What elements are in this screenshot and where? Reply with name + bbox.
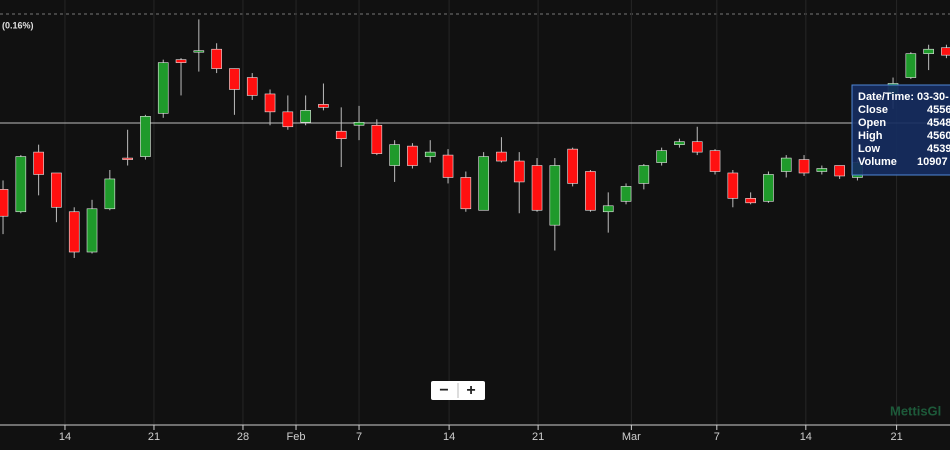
x-tick-label: 7: [714, 431, 720, 443]
candle-body: [229, 68, 240, 90]
candle-body: [175, 59, 187, 63]
candle-body: [941, 47, 950, 56]
x-axis: 14 21 28 Feb 7 14 21 Mar 7 14 21: [59, 425, 903, 443]
candle-body: [86, 208, 98, 253]
candle-body: [442, 154, 454, 178]
candle-body: [211, 48, 222, 69]
candle-body: [585, 171, 596, 211]
x-tick-label: 21: [890, 431, 902, 443]
candle-body: [923, 48, 934, 54]
candle-body: [763, 174, 774, 202]
x-tick-label: Feb: [287, 431, 306, 443]
tooltip: Date/Time: 03-30- Close 4556 Open 4548 High 456…: [851, 84, 950, 176]
x-tick-label: 21: [532, 431, 544, 443]
tooltip-label: Date/Time:: [858, 91, 914, 103]
candle-body: [335, 130, 347, 139]
candle-body: [567, 148, 578, 184]
candle-body: [905, 53, 917, 78]
candle-body: [709, 150, 721, 172]
x-tick-label: 14: [800, 431, 812, 443]
candle-body: [407, 145, 418, 166]
candle-body: [318, 104, 329, 108]
candle-body: [531, 165, 543, 211]
x-tick-label: 14: [59, 431, 71, 443]
candle-body: [638, 165, 650, 184]
tooltip-value: 4556: [927, 104, 950, 116]
candle-body: [0, 189, 9, 217]
tooltip-value: 4560: [927, 130, 950, 142]
candle-body: [353, 121, 365, 126]
candle-body: [33, 151, 44, 175]
candle-body: [424, 151, 436, 157]
watermark: MettisGl: [890, 403, 941, 418]
candle-body: [264, 93, 276, 113]
candle-body: [816, 168, 828, 172]
candle-body: [15, 156, 27, 213]
candle-body: [300, 110, 311, 123]
candle-body: [549, 165, 561, 226]
header-change: (0.16%): [2, 20, 34, 30]
candle-body: [513, 160, 525, 183]
tooltip-label: Close: [858, 104, 888, 116]
candle-body: [246, 77, 258, 96]
tooltip-label: Open: [858, 117, 886, 129]
zoom-in-button[interactable]: +: [466, 382, 475, 399]
tooltip-value: 4548: [927, 117, 950, 129]
candle-body: [193, 50, 205, 53]
candle-body: [745, 198, 756, 204]
grid: [64, 0, 898, 425]
candle-body: [727, 172, 739, 199]
candle-body: [620, 186, 632, 202]
tooltip-label: Volume: [858, 156, 897, 168]
candle-body: [389, 144, 400, 166]
tooltip-label: Low: [858, 143, 880, 155]
candle-body: [51, 172, 62, 208]
candle-body: [282, 111, 294, 128]
candle-body: [68, 211, 80, 253]
candle-body: [496, 151, 507, 162]
candle-body: [674, 141, 685, 145]
x-tick-label: Mar: [622, 431, 641, 443]
candle-body: [691, 141, 703, 153]
candle-body: [122, 157, 133, 160]
candle-body: [371, 124, 383, 154]
candle-body: [798, 159, 810, 174]
candle-body: [104, 178, 116, 210]
tooltip-value: 03-30-: [917, 91, 949, 103]
candle-body: [602, 205, 614, 213]
candle-body: [460, 177, 472, 210]
tooltip-value: 4539: [927, 143, 950, 155]
x-tick-label: 7: [356, 431, 362, 443]
zoom-out-button[interactable]: −: [439, 382, 448, 399]
tooltip-label: High: [858, 130, 883, 142]
candle-body: [478, 156, 489, 211]
candle-body: [780, 157, 792, 172]
x-tick-label: 21: [148, 431, 160, 443]
tooltip-box: [851, 84, 950, 176]
candle-body: [157, 62, 169, 114]
candle-body: [140, 116, 151, 157]
zoom-controls: − +: [431, 381, 485, 400]
x-tick-label: 28: [237, 431, 249, 443]
candle-body: [656, 150, 667, 163]
candle-body: [834, 165, 845, 177]
x-tick-label: 14: [443, 431, 455, 443]
tooltip-value: 10907: [917, 156, 948, 168]
